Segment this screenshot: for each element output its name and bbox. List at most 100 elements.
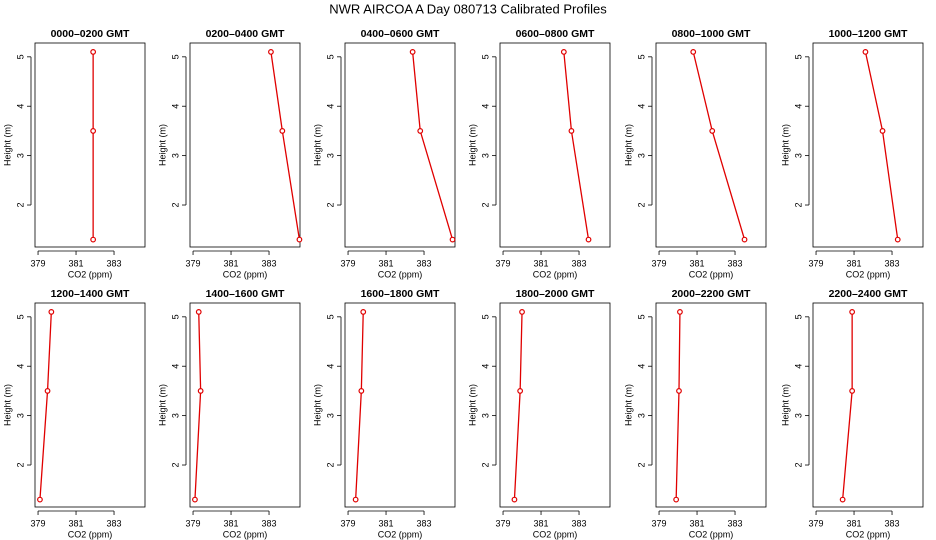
data-point: [195, 308, 202, 315]
x-tick-label: 381: [379, 518, 394, 528]
y-tick-label: 2: [636, 463, 646, 468]
panel: 0800–1000 GMT 379 381 383 2 3 4 5 CO2 (ppm) Heigh…: [623, 28, 767, 279]
data-point: [511, 496, 518, 503]
x-tick-label: 379: [341, 258, 356, 268]
profile-line: [39, 311, 52, 500]
y-tick-label: 3: [793, 153, 803, 158]
y-tick-label: 5: [170, 314, 180, 319]
x-tick-label: 381: [847, 258, 862, 268]
data-point: [296, 236, 303, 243]
x-tick-label: 381: [69, 518, 84, 528]
x-axis-label: CO2 (ppm): [68, 269, 113, 279]
x-tick-label: 379: [186, 518, 201, 528]
x-axis-label: CO2 (ppm): [378, 529, 423, 539]
data-point: [677, 308, 683, 315]
y-tick-label: 3: [636, 153, 646, 158]
y-tick-label: 2: [170, 203, 180, 208]
x-tick-label: 383: [417, 258, 432, 268]
x-tick-label: 379: [652, 258, 667, 268]
data-point: [358, 388, 365, 394]
x-tick-label: 381: [534, 518, 549, 528]
panel-title: 0800–1000 GMT: [672, 28, 751, 40]
y-tick-label: 5: [170, 54, 180, 59]
y-tick-label: 5: [325, 314, 335, 319]
panel-title: 1800–2000 GMT: [516, 288, 595, 300]
x-tick-label: 381: [224, 258, 239, 268]
y-tick-label: 2: [480, 463, 490, 468]
y-tick-label: 2: [793, 203, 803, 208]
y-tick-label: 3: [325, 153, 335, 158]
plot-frame: [499, 42, 611, 248]
data-point: [417, 128, 424, 134]
y-tick-label: 2: [636, 203, 646, 208]
panel-title: 1600–1800 GMT: [361, 288, 440, 300]
y-tick-label: 2: [480, 203, 490, 208]
x-tick-label: 381: [69, 258, 84, 268]
data-point: [676, 388, 682, 394]
x-tick-label: 383: [572, 518, 587, 528]
y-tick-label: 3: [170, 153, 180, 158]
x-axis-label: CO2 (ppm): [533, 269, 578, 279]
panel: 1800–2000 GMT 379 381 383 2 3 4 5 CO2 (ppm) Heigh…: [467, 288, 611, 539]
data-point: [37, 496, 43, 503]
y-axis-label: Height (m): [312, 384, 322, 426]
y-tick-label: 4: [325, 104, 335, 109]
y-tick-label: 5: [636, 314, 646, 319]
y-axis-label: Height (m): [2, 384, 12, 426]
data-point: [197, 388, 204, 394]
profile-line: [692, 51, 746, 240]
y-tick-label: 4: [793, 104, 803, 109]
y-tick-label: 4: [15, 364, 25, 369]
panel: 0600–0800 GMT 379 381 383 2 3 4 5 CO2 (ppm) Heigh…: [467, 28, 611, 279]
panel: 2200–2400 GMT 379 381 383 2 3 4 5 CO2 (ppm) Heigh…: [780, 288, 924, 539]
data-point: [862, 48, 869, 55]
panel: 1000–1200 GMT 379 381 383 2 3 4 5 CO2 (ppm) Heigh…: [780, 28, 924, 279]
y-tick-label: 4: [170, 364, 180, 369]
x-axis-label: CO2 (ppm): [533, 529, 578, 539]
plot-frame: [189, 42, 301, 248]
y-tick-label: 3: [325, 413, 335, 418]
plot-frame: [189, 302, 301, 508]
panel: 0000–0200 GMT 379 381 383 2 3 4 5 CO2 (ppm) Heigh…: [2, 28, 146, 279]
x-tick-label: 379: [652, 518, 667, 528]
data-point: [894, 236, 901, 243]
panel: 1200–1400 GMT 379 381 383 2 3 4 5 CO2 (ppm) Heigh…: [2, 288, 146, 539]
panel-title: 1000–1200 GMT: [829, 28, 908, 40]
panel: 2000–2200 GMT 379 381 383 2 3 4 5 CO2 (ppm) Heigh…: [623, 288, 767, 539]
data-point: [517, 388, 524, 394]
data-point: [839, 496, 846, 503]
x-axis-label: CO2 (ppm): [846, 269, 891, 279]
data-point: [279, 128, 286, 134]
y-tick-label: 4: [793, 364, 803, 369]
y-tick-label: 2: [325, 203, 335, 208]
x-tick-label: 381: [847, 518, 862, 528]
y-tick-label: 5: [480, 314, 490, 319]
panel-title: 0000–0200 GMT: [51, 28, 130, 40]
y-tick-label: 5: [793, 54, 803, 59]
x-tick-label: 383: [885, 258, 900, 268]
x-tick-label: 381: [379, 258, 394, 268]
page-title: NWR AIRCOA A Day 080713 Calibrated Profi…: [329, 1, 607, 16]
plot-frame: [344, 42, 456, 248]
panel: 1400–1600 GMT 379 381 383 2 3 4 5 CO2 (ppm) Heigh…: [157, 288, 301, 539]
plot-frame: [344, 302, 456, 508]
y-tick-label: 2: [15, 203, 25, 208]
x-axis-label: CO2 (ppm): [689, 529, 734, 539]
data-point: [44, 388, 51, 394]
panel: 0200–0400 GMT 379 381 383 2 3 4 5 CO2 (ppm) Heigh…: [157, 28, 303, 279]
y-tick-label: 3: [793, 413, 803, 418]
x-tick-label: 379: [186, 258, 201, 268]
profile-line: [513, 311, 523, 500]
x-tick-label: 383: [572, 258, 587, 268]
profile-line: [411, 51, 454, 240]
profile-line: [270, 51, 301, 240]
data-point: [360, 308, 367, 315]
y-axis-label: Height (m): [623, 384, 633, 426]
panel-title: 1200–1400 GMT: [51, 288, 130, 300]
x-tick-label: 383: [728, 518, 743, 528]
y-tick-label: 2: [15, 463, 25, 468]
panel-title: 0600–0800 GMT: [516, 28, 595, 40]
y-tick-label: 3: [480, 413, 490, 418]
data-point: [690, 48, 697, 55]
